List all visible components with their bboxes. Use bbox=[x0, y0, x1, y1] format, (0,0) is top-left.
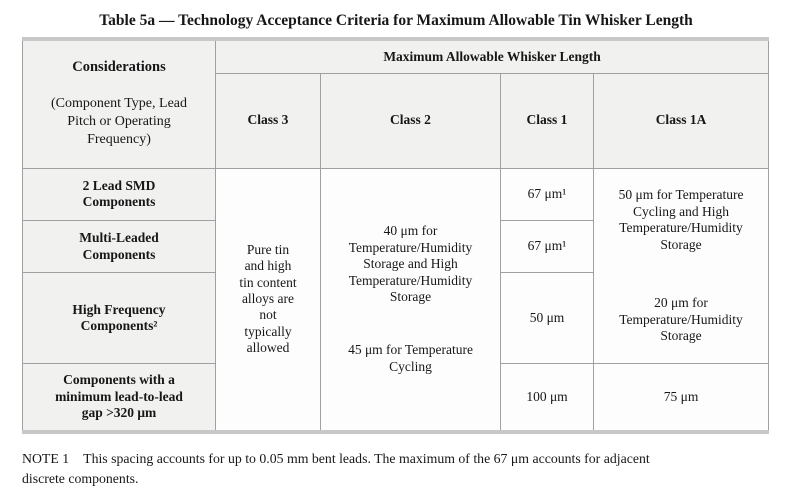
class-1a-value-min-lead-gap: 75 μm bbox=[592, 363, 770, 433]
class-1-value-2-lead-smd: 67 μm¹ bbox=[500, 167, 594, 221]
class-3-merged-cell: Pure tin and high tin content alloys are… bbox=[215, 167, 321, 433]
max-whisker-length-group-header: Maximum Allowable Whisker Length bbox=[214, 38, 770, 74]
class-2-storage-value: 40 μm for Temperature/Humidity Storage a… bbox=[348, 223, 473, 305]
class-1-value-min-lead-gap: 100 μm bbox=[500, 363, 594, 433]
class-1a-header: Class 1A bbox=[592, 72, 770, 169]
note-1-text-line1: This spacing accounts for up to 0.05 mm … bbox=[83, 450, 650, 466]
class-2-merged-cell: 40 μm for Temperature/Humidity Storage a… bbox=[320, 167, 501, 433]
acceptance-criteria-table: Considerations (Component Type, Lead Pit… bbox=[22, 37, 770, 434]
class-1-value-multi-leaded: 67 μm¹ bbox=[500, 219, 594, 274]
note-1: NOTE 1 This spacing accounts for up to 0.… bbox=[22, 449, 782, 489]
row-label-multi-leaded: Multi-Leaded Components bbox=[22, 219, 216, 274]
class-1a-50um-value: 50 μm for Temperature Cycling and High T… bbox=[618, 187, 744, 252]
row-label-2-lead-smd: 2 Lead SMD Components bbox=[22, 167, 216, 221]
table-row: Multi-Leaded Components 67 μm¹ bbox=[22, 219, 769, 274]
row-label-min-lead-gap: Components with a minimum lead-to-lead g… bbox=[22, 363, 216, 433]
table-row: High Frequency Components² 50 μm bbox=[22, 272, 769, 365]
class-2-header: Class 2 bbox=[320, 72, 501, 169]
class-1a-merged-cell: 50 μm for Temperature Cycling and High T… bbox=[592, 167, 770, 365]
class-1-header: Class 1 bbox=[500, 72, 594, 169]
considerations-header-subtitle: (Component Type, Lead Pitch or Operating… bbox=[50, 95, 187, 147]
table-notes: NOTE 1 This spacing accounts for up to 0.… bbox=[22, 449, 782, 489]
note-1-label: NOTE 1 bbox=[22, 450, 70, 466]
table-row: Components with a minimum lead-to-lead g… bbox=[22, 363, 770, 433]
table-title: Table 5a — Technology Acceptance Criteri… bbox=[99, 12, 693, 29]
considerations-header-cell: Considerations (Component Type, Lead Pit… bbox=[22, 38, 216, 169]
class-1-value-high-frequency: 50 μm bbox=[500, 272, 594, 365]
class-3-header: Class 3 bbox=[215, 72, 321, 169]
table-row: 2 Lead SMD Components Pure tin and high … bbox=[22, 167, 770, 433]
note-1-text-line2: discrete components. bbox=[22, 471, 139, 487]
class-1a-20um-value: 20 μm for Temperature/Humidity Storage bbox=[619, 295, 743, 344]
class-2-cycling-value: 45 μm for Temperature Cycling bbox=[348, 342, 473, 374]
considerations-header-title: Considerations bbox=[72, 59, 166, 76]
row-label-high-frequency: High Frequency Components² bbox=[22, 272, 216, 365]
